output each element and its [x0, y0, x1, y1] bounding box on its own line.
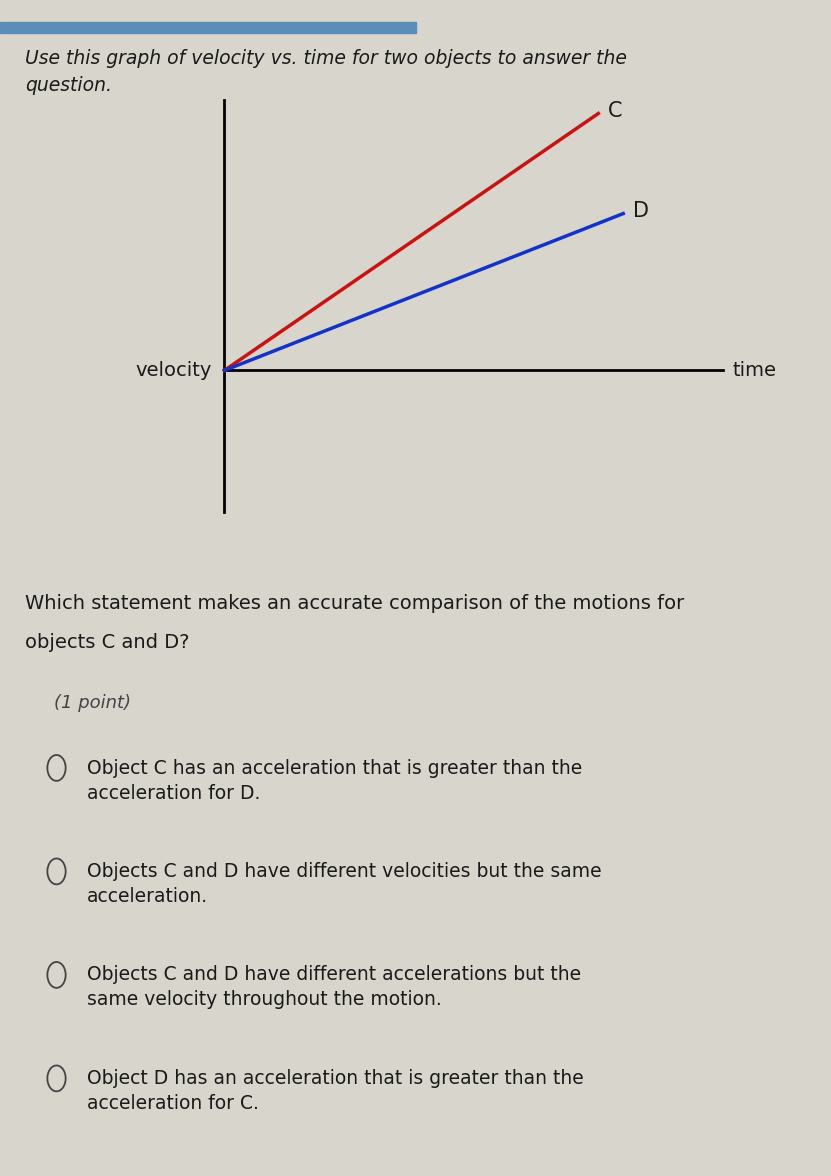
Text: Object D has an acceleration that is greater than the
acceleration for C.: Object D has an acceleration that is gre…	[87, 1069, 584, 1112]
Text: Object C has an acceleration that is greater than the
acceleration for D.: Object C has an acceleration that is gre…	[87, 759, 583, 802]
Text: Objects C and D have different accelerations but the
same velocity throughout th: Objects C and D have different accelerat…	[87, 965, 582, 1009]
Text: objects C and D?: objects C and D?	[25, 633, 189, 652]
Bar	[0, 22, 416, 33]
Text: velocity: velocity	[135, 361, 212, 380]
Text: C: C	[608, 101, 622, 121]
Text: (1 point): (1 point)	[54, 694, 131, 711]
Text: Which statement makes an accurate comparison of the motions for: Which statement makes an accurate compar…	[25, 594, 684, 613]
Text: time: time	[733, 361, 777, 380]
Text: Use this graph of velocity vs. time for two objects to answer the: Use this graph of velocity vs. time for …	[25, 49, 627, 68]
Text: Objects C and D have different velocities but the same
acceleration.: Objects C and D have different velocitie…	[87, 862, 602, 906]
Text: question.: question.	[25, 76, 112, 95]
Text: D: D	[633, 201, 649, 221]
